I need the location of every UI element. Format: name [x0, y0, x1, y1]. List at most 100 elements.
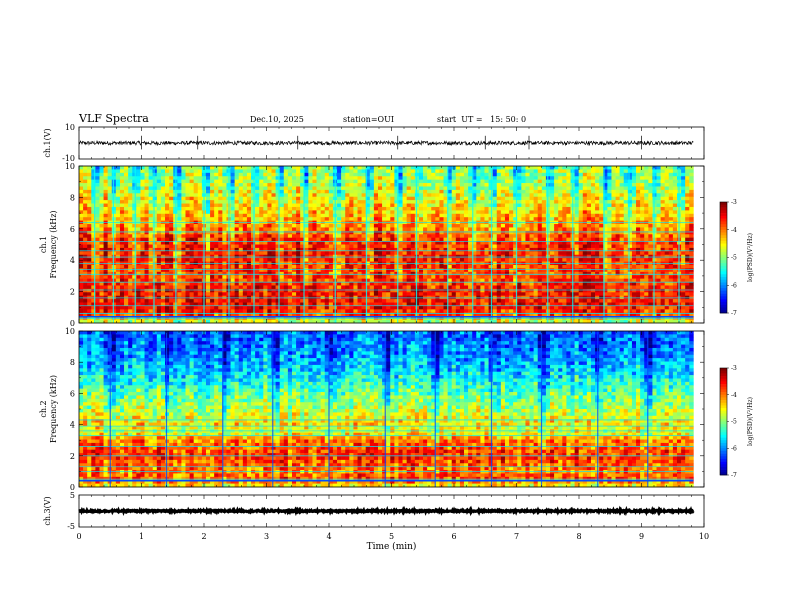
ch1-spectrogram-cell — [263, 288, 268, 293]
ch1-spectrogram-cell — [300, 258, 305, 262]
ch1-spectrogram-cell — [378, 247, 383, 252]
ch1-spectrogram-cell — [189, 189, 194, 194]
ch1-spectrogram-cell — [124, 183, 129, 187]
ch1-spectrogram-cell — [312, 196, 317, 201]
ch1-spectrogram-cell — [214, 196, 219, 201]
ch1-spectrogram-cell — [476, 237, 481, 242]
ch1-spectrogram-cell — [205, 268, 211, 273]
ch1-spectrogram-cell — [435, 288, 440, 293]
ch1-spectrogram-cell — [156, 166, 162, 170]
ch1-spectrogram-cell — [160, 305, 166, 310]
ch1-spectrogram-cell — [402, 244, 407, 249]
ch1-spectrogram-cell — [279, 237, 285, 242]
ch1-spectrogram-cell — [128, 241, 133, 245]
ch1-spectrogram-cell — [128, 203, 133, 208]
ch1-spectrogram-cell — [140, 278, 145, 283]
ch1-spectrogram-cell — [124, 217, 129, 221]
ch1-spectrogram-cell — [328, 254, 334, 259]
ch1-spectrogram-cell — [304, 278, 309, 283]
ch1-spectrogram-cell — [447, 299, 453, 303]
ch1-spectrogram-cell — [205, 234, 211, 238]
ch1-spectrogram-cell — [234, 241, 240, 245]
ch1-spectrogram-cell — [132, 189, 137, 194]
ch1-spectrogram-cell — [390, 258, 395, 262]
ch1-spectrogram-cell — [447, 275, 453, 279]
ch1-spectrogram-cell — [431, 258, 436, 262]
ch1-spectrogram-cell — [357, 224, 362, 228]
ch1-spectrogram-cell — [275, 237, 280, 242]
ch1-spectrogram-cell — [320, 319, 326, 324]
ch1-spectrogram-cell — [427, 237, 432, 242]
ch1-spectrogram-cell — [300, 319, 305, 324]
ch1-spectrogram-cell — [205, 224, 211, 228]
ch1-spectrogram-cell — [341, 271, 346, 276]
ch1-spectrogram-cell — [140, 213, 145, 218]
ch1-spectrogram-cell — [169, 169, 174, 174]
ch1-spectrogram-cell — [234, 264, 240, 269]
ch1-spectrogram-cell — [230, 169, 235, 174]
ch1-spectrogram-cell — [378, 251, 383, 256]
ch1-spectrogram-cell — [222, 172, 227, 177]
ch1-spectrogram-cell — [443, 176, 448, 180]
ch1-spectrogram-cell — [95, 268, 100, 273]
ch1-spectrogram-cell — [275, 251, 280, 256]
ch1-spectrogram-cell — [341, 179, 346, 184]
ch1-spectrogram-cell — [390, 213, 395, 218]
ch1-spectrogram-cell — [496, 292, 502, 296]
ch1-spectrogram-cell — [177, 217, 182, 221]
ch1-spectrogram-cell — [443, 193, 448, 198]
ch1-spectrogram-cell — [205, 213, 211, 218]
ch1-spectrogram-cell — [476, 241, 481, 245]
ch1-spectrogram-cell — [283, 224, 289, 228]
ch1-spectrogram-cell — [115, 299, 121, 303]
ch1-spectrogram-cell — [341, 292, 346, 296]
ch1-spectrogram-cell — [185, 172, 190, 177]
ch1-spectrogram-cell — [341, 264, 346, 269]
ch1-spectrogram-cell — [160, 282, 166, 286]
ch1-spectrogram-cell — [406, 302, 412, 307]
ch1-spectrogram-cell — [115, 196, 121, 201]
ch1-spectrogram-cell — [91, 203, 96, 208]
ch1-spectrogram-cell — [177, 288, 182, 293]
ch1-spectrogram-cell — [316, 282, 321, 286]
ch1-spectrogram-cell — [234, 200, 240, 204]
ch1-spectrogram-cell — [431, 193, 436, 198]
ch1-spectrogram-cell — [316, 166, 321, 170]
ch1-spectrogram-cell — [341, 288, 346, 293]
ch1-spectrogram-cell — [210, 200, 215, 204]
ch1-spectrogram-cell — [234, 186, 240, 191]
ch1-spectrogram-cell — [451, 264, 457, 269]
ch1-spectrogram-cell — [103, 172, 108, 177]
ch1-spectrogram-cell — [492, 244, 498, 249]
ch1-spectrogram-cell — [79, 237, 84, 242]
ch1-spectrogram-cell — [124, 227, 129, 232]
ch1-spectrogram-cell — [300, 302, 305, 307]
ch1-spectrogram-cell — [283, 299, 289, 303]
ch1-spectrogram-cell — [504, 230, 510, 235]
ch1-spectrogram-cell — [119, 292, 125, 296]
ch1-spectrogram-cell — [160, 288, 166, 293]
ch1-spectrogram-cell — [79, 203, 84, 208]
ch1-spectrogram-cell — [99, 227, 104, 232]
ch1-spectrogram-cell — [394, 230, 399, 235]
ch1-spectrogram-cell — [353, 234, 358, 238]
ch1-spectrogram-cell — [99, 258, 104, 262]
ch1-spectrogram-cell — [238, 213, 244, 218]
ch1-spectrogram-cell — [431, 309, 436, 314]
ch1-spectrogram-cell — [185, 176, 190, 180]
ch1-spectrogram-cell — [337, 169, 342, 174]
ch1-spectrogram-cell — [398, 271, 403, 276]
ch1-spectrogram-cell — [214, 278, 219, 283]
ch1-spectrogram-cell — [369, 172, 375, 177]
ch1-spectrogram-cell — [181, 234, 186, 238]
ch1-spectrogram-cell — [423, 319, 428, 324]
ch1-spectrogram-cell — [156, 193, 162, 198]
ch1-spectrogram-cell — [83, 169, 88, 174]
ch1-spectrogram-cell — [328, 203, 334, 208]
ch1-spectrogram-cell — [271, 247, 276, 252]
ch1-spectrogram-cell — [386, 176, 391, 180]
ch1-spectrogram-cell — [504, 206, 510, 211]
ch1-spectrogram-cell — [480, 179, 485, 184]
ch1-spectrogram-cell — [275, 302, 280, 307]
ch1-spectrogram-cell — [480, 305, 485, 310]
